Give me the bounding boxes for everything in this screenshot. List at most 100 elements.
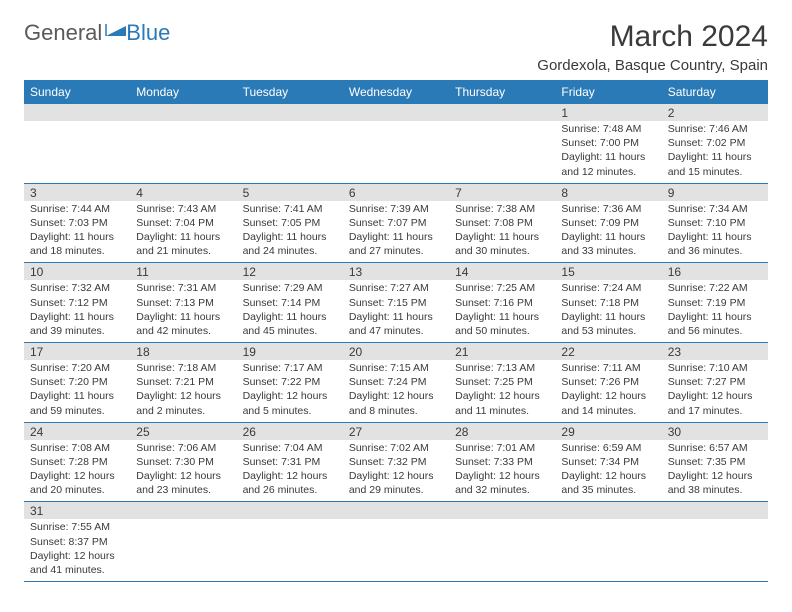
day-number-empty [555,502,661,519]
day-content: Sunrise: 7:32 AMSunset: 7:12 PMDaylight:… [24,280,130,342]
calendar-cell: 18Sunrise: 7:18 AMSunset: 7:21 PMDayligh… [130,343,236,423]
day-content: Sunrise: 7:24 AMSunset: 7:18 PMDaylight:… [555,280,661,342]
day-content: Sunrise: 7:06 AMSunset: 7:30 PMDaylight:… [130,440,236,502]
day-number: 21 [449,343,555,360]
day-content: Sunrise: 7:43 AMSunset: 7:04 PMDaylight:… [130,201,236,263]
logo: General Blue [24,20,170,46]
calendar-cell [343,104,449,183]
day-content: Sunrise: 7:18 AMSunset: 7:21 PMDaylight:… [130,360,236,422]
calendar-cell: 17Sunrise: 7:20 AMSunset: 7:20 PMDayligh… [24,343,130,423]
calendar-cell: 1Sunrise: 7:48 AMSunset: 7:00 PMDaylight… [555,104,661,183]
day-number: 5 [237,184,343,201]
calendar-cell: 3Sunrise: 7:44 AMSunset: 7:03 PMDaylight… [24,183,130,263]
day-number: 12 [237,263,343,280]
calendar-cell: 28Sunrise: 7:01 AMSunset: 7:33 PMDayligh… [449,422,555,502]
calendar-table: SundayMondayTuesdayWednesdayThursdayFrid… [24,80,768,582]
calendar-cell: 12Sunrise: 7:29 AMSunset: 7:14 PMDayligh… [237,263,343,343]
day-content: Sunrise: 7:08 AMSunset: 7:28 PMDaylight:… [24,440,130,502]
day-number: 30 [662,423,768,440]
day-number: 23 [662,343,768,360]
calendar-week-row: 1Sunrise: 7:48 AMSunset: 7:00 PMDaylight… [24,104,768,183]
day-content: Sunrise: 7:20 AMSunset: 7:20 PMDaylight:… [24,360,130,422]
day-content: Sunrise: 7:01 AMSunset: 7:33 PMDaylight:… [449,440,555,502]
calendar-day-header: Thursday [449,80,555,104]
day-content: Sunrise: 6:59 AMSunset: 7:34 PMDaylight:… [555,440,661,502]
day-number: 16 [662,263,768,280]
calendar-day-header: Friday [555,80,661,104]
day-number-empty [449,502,555,519]
calendar-cell: 11Sunrise: 7:31 AMSunset: 7:13 PMDayligh… [130,263,236,343]
calendar-cell [237,502,343,582]
flag-icon [104,22,128,45]
calendar-week-row: 24Sunrise: 7:08 AMSunset: 7:28 PMDayligh… [24,422,768,502]
calendar-cell: 30Sunrise: 6:57 AMSunset: 7:35 PMDayligh… [662,422,768,502]
page-title: March 2024 [537,20,768,53]
calendar-week-row: 31Sunrise: 7:55 AMSunset: 8:37 PMDayligh… [24,502,768,582]
calendar-cell: 15Sunrise: 7:24 AMSunset: 7:18 PMDayligh… [555,263,661,343]
calendar-cell: 23Sunrise: 7:10 AMSunset: 7:27 PMDayligh… [662,343,768,423]
calendar-header-row: SundayMondayTuesdayWednesdayThursdayFrid… [24,80,768,104]
calendar-cell: 7Sunrise: 7:38 AMSunset: 7:08 PMDaylight… [449,183,555,263]
calendar-cell [449,502,555,582]
calendar-cell: 9Sunrise: 7:34 AMSunset: 7:10 PMDaylight… [662,183,768,263]
day-content: Sunrise: 7:02 AMSunset: 7:32 PMDaylight:… [343,440,449,502]
calendar-week-row: 10Sunrise: 7:32 AMSunset: 7:12 PMDayligh… [24,263,768,343]
day-number: 10 [24,263,130,280]
day-number: 6 [343,184,449,201]
calendar-cell: 22Sunrise: 7:11 AMSunset: 7:26 PMDayligh… [555,343,661,423]
day-content: Sunrise: 7:36 AMSunset: 7:09 PMDaylight:… [555,201,661,263]
calendar-cell: 19Sunrise: 7:17 AMSunset: 7:22 PMDayligh… [237,343,343,423]
day-number: 13 [343,263,449,280]
calendar-day-header: Tuesday [237,80,343,104]
calendar-cell [237,104,343,183]
day-number: 17 [24,343,130,360]
day-number-empty [237,104,343,121]
calendar-cell: 10Sunrise: 7:32 AMSunset: 7:12 PMDayligh… [24,263,130,343]
day-content: Sunrise: 7:13 AMSunset: 7:25 PMDaylight:… [449,360,555,422]
day-number-empty [662,502,768,519]
day-number-empty [130,104,236,121]
calendar-cell: 20Sunrise: 7:15 AMSunset: 7:24 PMDayligh… [343,343,449,423]
day-content: Sunrise: 7:31 AMSunset: 7:13 PMDaylight:… [130,280,236,342]
day-number: 11 [130,263,236,280]
day-number: 1 [555,104,661,121]
day-number: 7 [449,184,555,201]
day-number: 29 [555,423,661,440]
calendar-cell: 21Sunrise: 7:13 AMSunset: 7:25 PMDayligh… [449,343,555,423]
day-number: 24 [24,423,130,440]
calendar-week-row: 17Sunrise: 7:20 AMSunset: 7:20 PMDayligh… [24,343,768,423]
calendar-cell: 24Sunrise: 7:08 AMSunset: 7:28 PMDayligh… [24,422,130,502]
calendar-cell: 26Sunrise: 7:04 AMSunset: 7:31 PMDayligh… [237,422,343,502]
day-number: 31 [24,502,130,519]
calendar-cell: 31Sunrise: 7:55 AMSunset: 8:37 PMDayligh… [24,502,130,582]
day-content: Sunrise: 7:46 AMSunset: 7:02 PMDaylight:… [662,121,768,183]
day-number-empty [237,502,343,519]
calendar-cell: 2Sunrise: 7:46 AMSunset: 7:02 PMDaylight… [662,104,768,183]
day-content: Sunrise: 7:17 AMSunset: 7:22 PMDaylight:… [237,360,343,422]
calendar-cell: 4Sunrise: 7:43 AMSunset: 7:04 PMDaylight… [130,183,236,263]
title-block: March 2024 Gordexola, Basque Country, Sp… [537,20,768,74]
location-subtitle: Gordexola, Basque Country, Spain [537,57,768,74]
day-number: 15 [555,263,661,280]
calendar-cell [662,502,768,582]
calendar-cell [449,104,555,183]
calendar-cell: 29Sunrise: 6:59 AMSunset: 7:34 PMDayligh… [555,422,661,502]
day-number-empty [24,104,130,121]
calendar-cell: 16Sunrise: 7:22 AMSunset: 7:19 PMDayligh… [662,263,768,343]
calendar-cell [24,104,130,183]
calendar-cell: 6Sunrise: 7:39 AMSunset: 7:07 PMDaylight… [343,183,449,263]
header: General Blue March 2024 Gordexola, Basqu… [24,20,768,74]
day-content: Sunrise: 7:04 AMSunset: 7:31 PMDaylight:… [237,440,343,502]
day-number: 26 [237,423,343,440]
day-number: 19 [237,343,343,360]
calendar-cell: 13Sunrise: 7:27 AMSunset: 7:15 PMDayligh… [343,263,449,343]
day-content: Sunrise: 7:48 AMSunset: 7:00 PMDaylight:… [555,121,661,183]
calendar-cell [130,104,236,183]
calendar-cell: 27Sunrise: 7:02 AMSunset: 7:32 PMDayligh… [343,422,449,502]
logo-text-general: General [24,20,102,46]
day-number: 14 [449,263,555,280]
day-number: 20 [343,343,449,360]
calendar-cell: 5Sunrise: 7:41 AMSunset: 7:05 PMDaylight… [237,183,343,263]
day-content: Sunrise: 7:41 AMSunset: 7:05 PMDaylight:… [237,201,343,263]
day-number-empty [130,502,236,519]
